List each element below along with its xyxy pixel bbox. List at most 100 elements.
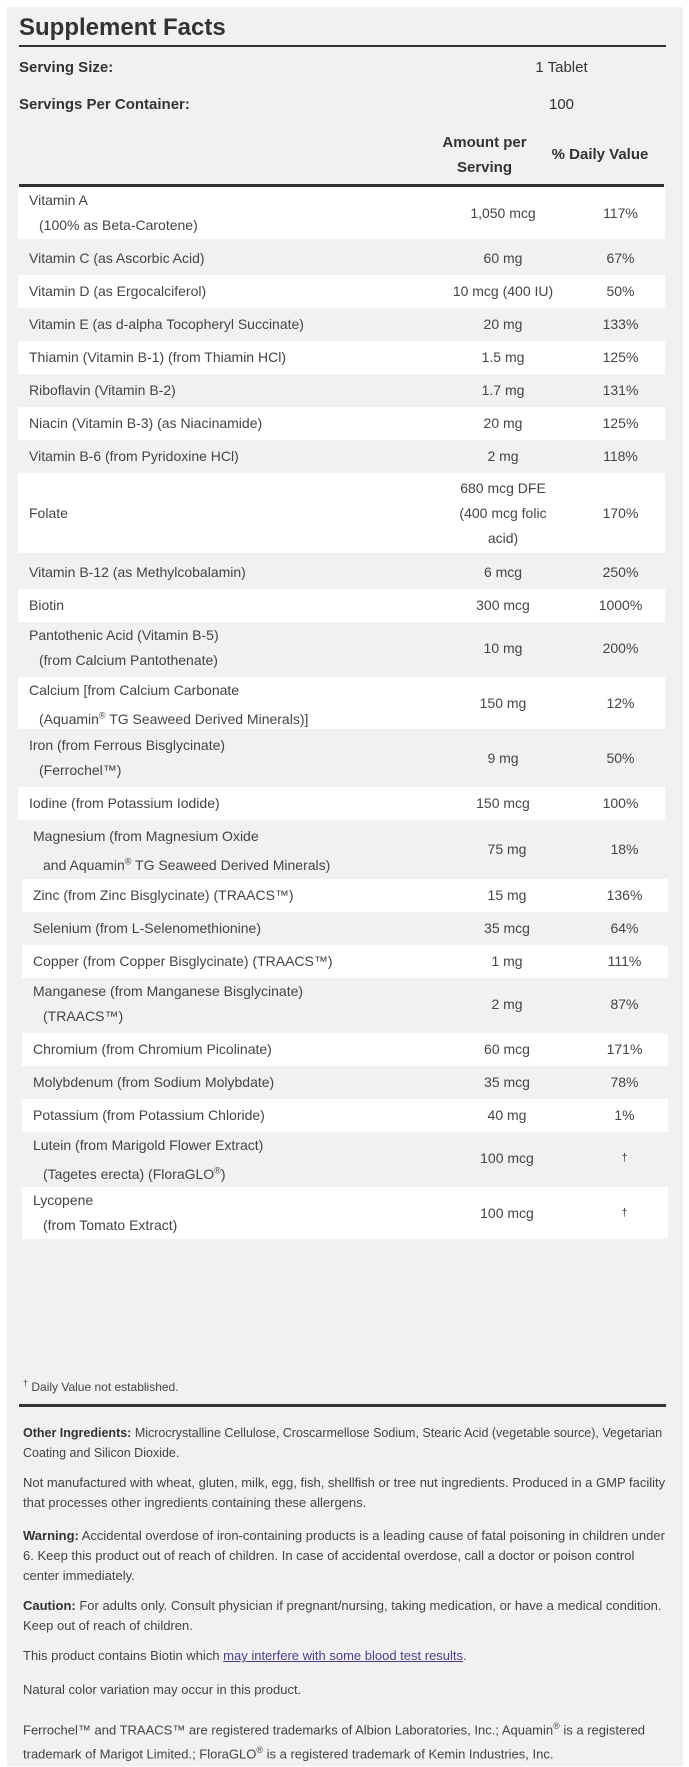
nutrient-name-line1: Pantothenic Acid (Vitamin B-5): [29, 627, 219, 643]
nutrient-name: Lutein (from Marigold Flower Extract) (Ta…: [33, 1133, 263, 1187]
nutrient-name: Pantothenic Acid (Vitamin B-5) (from Calc…: [29, 623, 219, 673]
nutrient-name-line2: (Tagetes erecta) (FloraGLO®): [33, 1165, 226, 1182]
amount-per-serving: 150 mg: [479, 695, 527, 711]
nutrient-name-line1: Iron (from Ferrous Bisglycinate): [29, 737, 226, 753]
table-row: Vitamin B-6 (from Pyridoxine HCl) 2 mg 118…: [18, 440, 665, 473]
nutrient-name: Vitamin D (as Ergocalciferol): [29, 279, 206, 304]
table-row: Manganese (from Manganese Bisglycinate) (…: [22, 978, 668, 1030]
table-row: Niacin (Vitamin B-3) (as Niacinamide) 20 …: [18, 407, 665, 440]
nutrient-name-line2-part2: ): [220, 1165, 226, 1182]
table-row: Calcium [from Calcium Carbonate (Aquamin®…: [18, 677, 665, 729]
nutrient-name-line1: Manganese (from Manganese Bisglycinate): [33, 983, 304, 999]
table-row: Folate 680 mcg DFE (400 mcg folic acid) 170%: [18, 473, 665, 553]
nutrient-name: Riboflavin (Vitamin B-2): [29, 378, 176, 403]
other-ingredients-label: Other Ingredients:: [23, 1426, 132, 1440]
nutrient-name: Folate: [29, 501, 68, 526]
servings-per-container-row: Servings Per Container: 100: [19, 87, 666, 124]
blood-test-link[interactable]: may interfere with some blood test resul…: [223, 1648, 464, 1663]
nutrient-name: Magnesium (from Magnesium Oxide and Aquam…: [33, 824, 330, 878]
trademarks-part2: is a registered trademark of Marigot Lim…: [23, 1722, 646, 1762]
warning-text: Accidental overdose of iron-containing p…: [23, 1528, 665, 1583]
daily-value: †: [621, 1207, 628, 1219]
nutrient-name-line1: Calcium [from Calcium Carbonate: [29, 682, 240, 698]
daily-value: 100%: [602, 795, 639, 811]
table-row: Thiamin (Vitamin B-1) (from Thiamin HCl)…: [18, 341, 665, 374]
amount-per-serving: 60 mcg: [484, 1041, 530, 1057]
daily-value: †: [621, 1152, 628, 1164]
table-row: Magnesium (from Magnesium Oxide and Aquam…: [22, 823, 668, 875]
footer-rule: [19, 1404, 666, 1407]
amount-per-serving: 100 mcg: [480, 1205, 534, 1221]
nutrient-name-line1: Biotin: [29, 597, 65, 613]
warning-statement: Warning: Accidental overdose of iron-con…: [23, 1526, 668, 1586]
daily-value: 1000%: [598, 597, 643, 613]
registered-mark: ®: [98, 710, 106, 720]
amount-per-serving: 1.7 mg: [481, 382, 525, 398]
other-ingredients: Other Ingredients: Microcrystalline Cell…: [23, 1423, 668, 1463]
nutrient-name-line2: (100% as Beta-Carotene): [39, 217, 198, 233]
nutrient-name-line1: Vitamin B-12 (as Methylcobalamin): [29, 564, 246, 580]
table-row: Vitamin C (as Ascorbic Acid) 60 mg 67%: [18, 242, 665, 275]
nutrient-name-line1: Lutein (from Marigold Flower Extract): [33, 1137, 264, 1153]
amount-line3: acid): [487, 530, 519, 546]
registered-mark: ®: [256, 1745, 263, 1756]
nutrient-name-line2-part2: TG Seaweed Derived Minerals): [131, 856, 331, 873]
amount-per-serving-header: Amount per Serving: [442, 134, 527, 176]
nutrient-name-line1: Magnesium (from Magnesium Oxide: [33, 828, 259, 844]
nutrient-name: Vitamin B-12 (as Methylcobalamin): [29, 560, 246, 585]
nutrient-name-line1: Vitamin B-6 (from Pyridoxine HCl): [29, 448, 239, 464]
servings-per-container-value: 100: [548, 96, 575, 113]
nutrient-name: Vitamin A (100% as Beta-Carotene): [29, 188, 198, 238]
caution-statement: Caution: For adults only. Consult physic…: [23, 1596, 668, 1636]
table-row: Selenium (from L-Selenomethionine) 35 mcg…: [22, 912, 668, 945]
page-title: Supplement Facts: [19, 14, 226, 41]
table-row: Iron (from Ferrous Bisglycinate) (Ferroch…: [18, 732, 665, 784]
amount-per-serving: 1 mg: [491, 953, 523, 969]
registered-mark: ®: [124, 856, 132, 866]
nutrient-name: Zinc (from Zinc Bisglycinate) (TRAACS™): [33, 883, 294, 908]
daily-value-header: % Daily Value: [551, 146, 649, 163]
table-row: Biotin 300 mcg 1000%: [18, 589, 665, 622]
nutrient-name: Potassium (from Potassium Chloride): [33, 1103, 265, 1128]
daily-value: 200%: [602, 640, 639, 656]
table-row: Molybdenum (from Sodium Molybdate) 35 mcg…: [22, 1066, 668, 1099]
daily-value: 1%: [614, 1107, 635, 1123]
footnote-text: Daily Value not established.: [28, 1380, 179, 1394]
nutrient-name-line1: Vitamin C (as Ascorbic Acid): [29, 250, 205, 266]
biotin-text-after: .: [463, 1648, 467, 1663]
nutrient-name-line2: (from Tomato Extract): [43, 1217, 178, 1233]
nutrient-name-line1: Thiamin (Vitamin B-1) (from Thiamin HCl): [29, 349, 286, 365]
daily-value: 133%: [602, 316, 639, 332]
nutrient-name-line1: Molybdenum (from Sodium Molybdate): [33, 1074, 275, 1090]
daily-value: 118%: [603, 448, 638, 464]
nutrient-name-line1: Chromium (from Chromium Picolinate): [33, 1041, 272, 1057]
amount-per-serving: 10 mcg (400 IU): [452, 283, 554, 299]
daily-value: 67%: [606, 250, 635, 266]
amount-per-serving: 680 mcg DFE (400 mcg folic acid): [428, 476, 578, 551]
serving-size-row: Serving Size: 1 Tablet: [19, 50, 666, 87]
color-variation-note: Natural color variation may occur in thi…: [23, 1682, 302, 1697]
daily-value: 125%: [602, 349, 639, 365]
title-rule: [19, 45, 666, 47]
nutrient-name: Vitamin B-6 (from Pyridoxine HCl): [29, 444, 239, 469]
table-row: Pantothenic Acid (Vitamin B-5) (from Calc…: [18, 622, 665, 674]
nutrient-name-line1: Riboflavin (Vitamin B-2): [29, 382, 176, 398]
table-row: Iodine (from Potassium Iodide) 150 mcg 100…: [18, 787, 665, 820]
trademarks-part3: is a registered trademark of Kemin Indus…: [263, 1746, 554, 1762]
trademarks-part1: Ferrochel™ and TRAACS™ are registered tr…: [23, 1722, 554, 1738]
daily-value: 78%: [610, 1074, 639, 1090]
other-ingredients-text: Microcrystalline Cellulose, Croscarmello…: [23, 1426, 663, 1460]
caution-text: For adults only. Consult physician if pr…: [23, 1598, 662, 1633]
daily-value: 12%: [606, 695, 635, 711]
amount-per-serving: 300 mcg: [476, 597, 530, 613]
biotin-statement: This product contains Biotin which may i…: [23, 1646, 668, 1666]
registered-mark: ®: [553, 1721, 560, 1731]
nutrient-name-line1: Niacin (Vitamin B-3) (as Niacinamide): [29, 415, 263, 431]
dagger-mark: †: [23, 1378, 29, 1388]
nutrient-name: Iodine (from Potassium Iodide): [29, 791, 220, 816]
nutrient-name-line1: Lycopene: [33, 1192, 94, 1208]
nutrient-name: Copper (from Copper Bisglycinate) (TRAAC…: [33, 949, 333, 974]
table-row: Potassium (from Potassium Chloride) 40 mg…: [22, 1099, 668, 1132]
table-row: Vitamin D (as Ergocalciferol) 10 mcg (400…: [18, 275, 665, 308]
nutrient-name-line2-part1: and Aquamin: [43, 856, 125, 873]
